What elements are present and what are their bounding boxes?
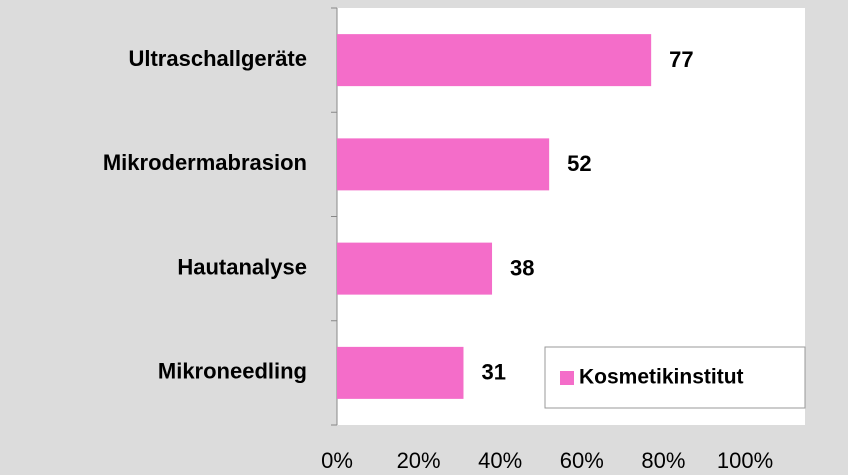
value-label: 38 [510,255,534,280]
x-tick-label: 0% [321,448,353,473]
bar [337,242,493,295]
value-label: 52 [567,151,591,176]
x-tick-label: 100% [717,448,773,473]
legend-box [544,346,806,409]
value-label: 77 [669,47,693,72]
value-label: 31 [481,360,505,385]
bar [337,346,464,399]
y-tick-label: Mikroneedling [158,359,307,384]
x-tick-label: 60% [560,448,604,473]
x-tick-label: 80% [641,448,685,473]
y-tick-label: Ultraschallgeräte [128,46,307,71]
x-tick-label: 40% [478,448,522,473]
x-tick-label: 20% [397,448,441,473]
legend-swatch [560,371,574,385]
bar [337,138,550,191]
y-tick-label: Mikrodermabrasion [103,150,307,175]
legend-label: Kosmetikinstitut [579,366,744,389]
bar [337,34,652,87]
y-tick-label: Hautanalyse [177,254,307,279]
